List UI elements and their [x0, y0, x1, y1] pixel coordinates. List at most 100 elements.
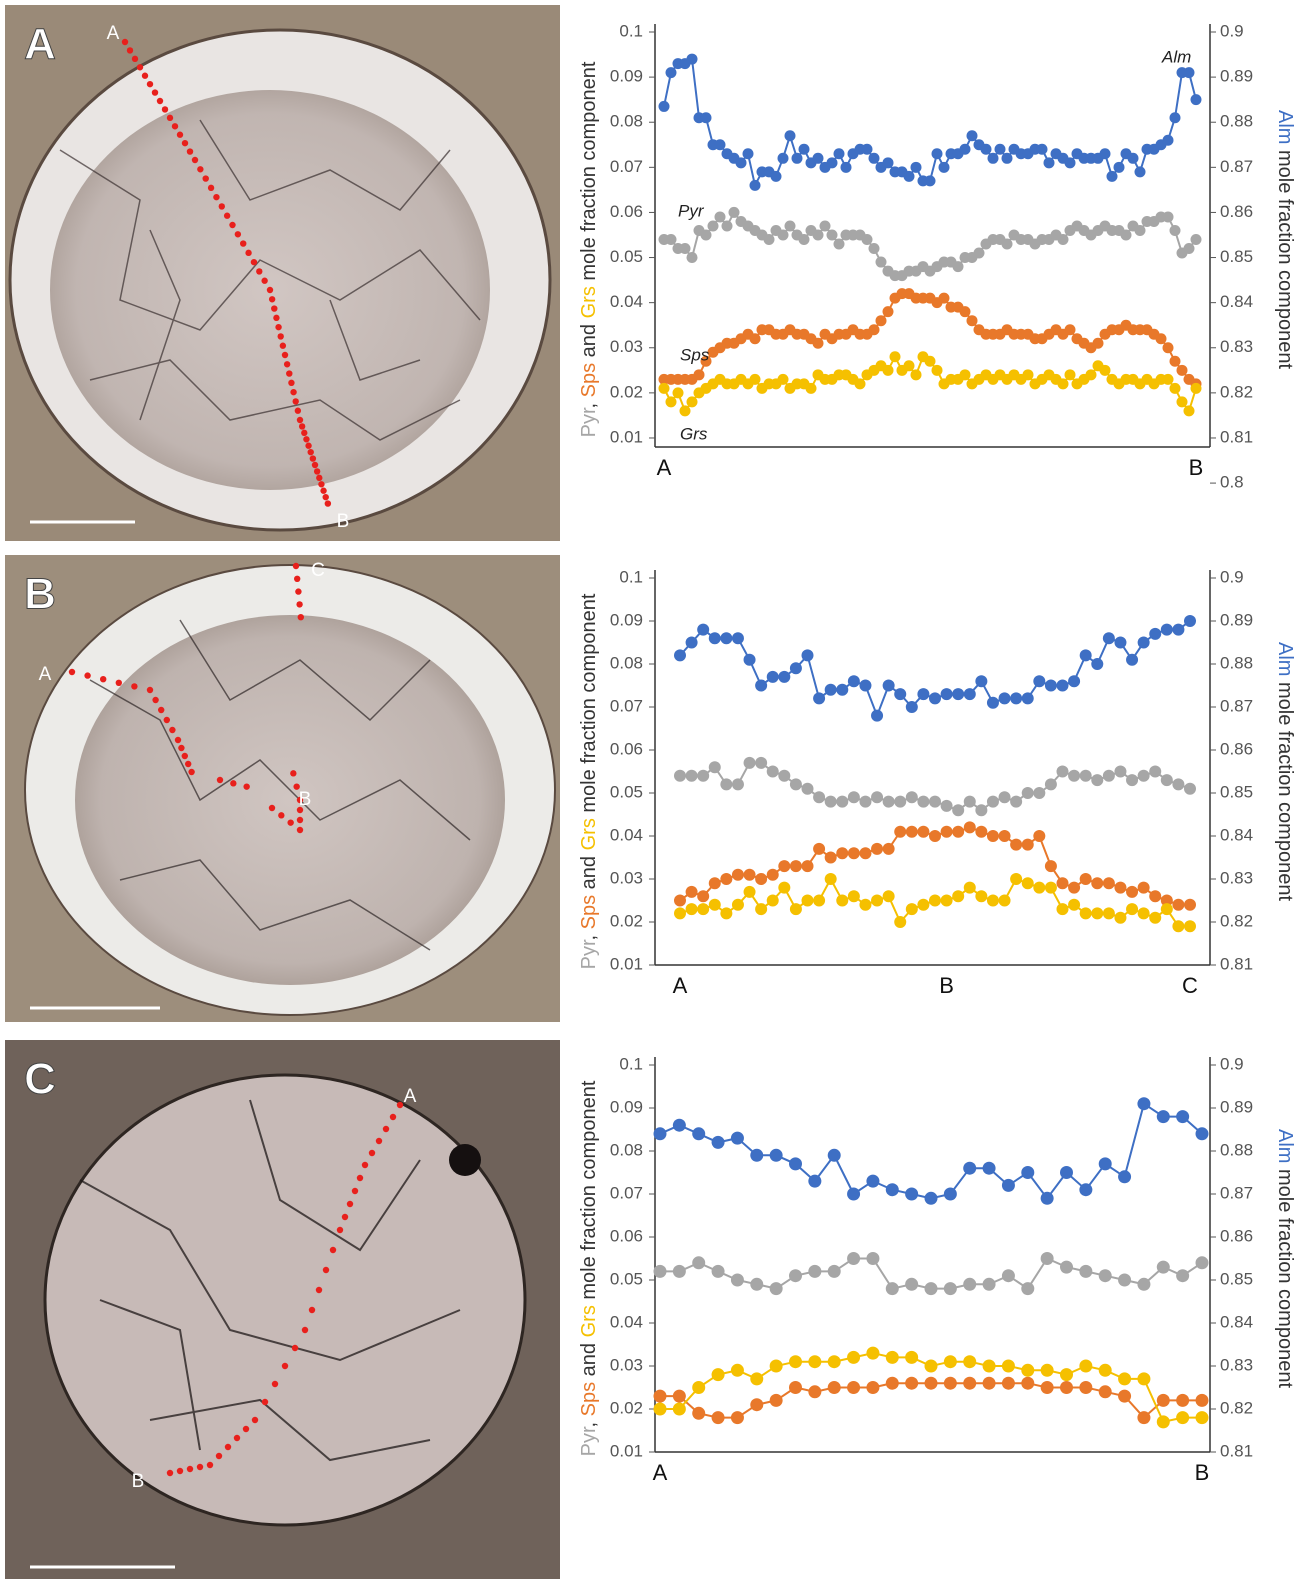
data-point — [714, 211, 726, 223]
data-point — [819, 220, 831, 232]
data-point — [859, 847, 872, 860]
x-tick-label: A — [653, 1460, 668, 1485]
y2-axis-title-part: Alm — [1274, 110, 1296, 144]
data-point — [808, 1174, 822, 1188]
y2-axis-title-part: mole fraction component — [1274, 1163, 1296, 1388]
point-label: A — [404, 1086, 417, 1107]
data-point — [755, 679, 768, 692]
y-tick-label: 0.09 — [610, 67, 643, 86]
y-tick-label: 0.06 — [610, 1226, 643, 1245]
data-point — [1155, 333, 1167, 345]
data-point — [672, 1264, 686, 1278]
data-point — [766, 894, 779, 907]
data-point — [755, 756, 768, 769]
data-point — [868, 152, 880, 164]
traverse-dot — [311, 461, 319, 469]
data-point — [952, 825, 965, 838]
traverse-dot — [318, 481, 325, 488]
data-point — [1176, 1269, 1190, 1283]
data-point — [1114, 636, 1127, 649]
data-point — [987, 152, 999, 164]
data-point — [833, 238, 845, 250]
traverse-dot — [151, 89, 159, 96]
data-point — [1001, 1359, 1015, 1373]
data-point — [801, 649, 814, 662]
y-tick-label: 0.05 — [610, 247, 643, 266]
data-point — [894, 825, 907, 838]
traverse-dot — [278, 812, 285, 819]
data-point — [813, 692, 826, 705]
y-tick-label: 0.06 — [610, 202, 643, 221]
traverse-dot — [202, 175, 209, 182]
y2-tick-label: 0.87 — [1220, 1183, 1253, 1202]
traverse-dot — [281, 1362, 289, 1370]
data-point — [905, 825, 918, 838]
data-point — [998, 791, 1011, 804]
data-point — [1068, 898, 1081, 911]
data-point — [1195, 1393, 1209, 1407]
data-point — [672, 1402, 686, 1416]
data-point — [1120, 229, 1132, 241]
data-point — [917, 795, 930, 808]
data-point — [730, 1411, 744, 1425]
data-point — [1184, 920, 1196, 933]
data-point — [1114, 881, 1127, 894]
y-axis-title-part: mole fraction component — [578, 61, 600, 286]
data-point — [789, 903, 802, 916]
traverse-dot — [290, 388, 297, 396]
data-point — [963, 1355, 977, 1369]
data-point — [1169, 382, 1181, 394]
data-point — [1126, 903, 1139, 916]
data-point — [789, 778, 802, 791]
data-point — [847, 791, 860, 804]
data-point — [1118, 1389, 1132, 1403]
data-point — [994, 143, 1006, 155]
traverse-dot — [329, 1246, 337, 1254]
data-point — [882, 842, 895, 855]
data-point — [1160, 623, 1173, 636]
traverse-dot — [298, 423, 306, 430]
data-point — [1162, 211, 1174, 223]
y2-tick-label: 0.88 — [1220, 112, 1253, 131]
traverse-dot — [375, 1137, 383, 1145]
data-point — [1137, 1372, 1151, 1386]
traverse-dot — [161, 106, 169, 113]
data-point — [833, 148, 845, 160]
traverse-dot — [309, 455, 317, 462]
traverse-dot — [313, 468, 321, 475]
data-point — [812, 229, 824, 241]
data-point — [1091, 877, 1104, 890]
y2-axis-title-part: Alm — [1274, 1129, 1296, 1163]
y-axis-title-part: mole fraction component — [578, 593, 600, 818]
data-point — [692, 1406, 706, 1420]
data-point — [1184, 898, 1196, 911]
data-point — [1183, 243, 1195, 255]
x-tick-label: A — [657, 455, 672, 480]
traverse-dots — [68, 38, 404, 1477]
data-point — [749, 373, 761, 385]
data-point — [847, 847, 860, 860]
data-point — [905, 791, 918, 804]
traverse-dot — [216, 776, 224, 784]
data-point — [750, 1148, 764, 1162]
y-tick-label: 0.07 — [610, 696, 643, 715]
data-point — [854, 378, 866, 390]
traverse-dot — [68, 668, 76, 676]
traverse-dot — [296, 826, 304, 834]
traverse-dot — [191, 156, 199, 164]
data-point — [1169, 224, 1181, 236]
data-point — [963, 881, 976, 894]
data-point — [1169, 355, 1181, 367]
y-axis-title-part: Grs — [578, 818, 600, 850]
data-point — [1060, 1260, 1073, 1274]
traverse-dot — [234, 231, 242, 238]
data-point — [750, 1398, 764, 1412]
y-tick-label: 0.05 — [610, 1269, 643, 1288]
data-point — [1064, 157, 1076, 169]
traverse-dot — [243, 783, 250, 790]
traverse-dot — [368, 1149, 376, 1157]
data-point — [1001, 1376, 1015, 1390]
y-tick-label: 0.02 — [610, 911, 643, 930]
data-point — [1102, 632, 1115, 645]
data-point — [959, 369, 971, 381]
